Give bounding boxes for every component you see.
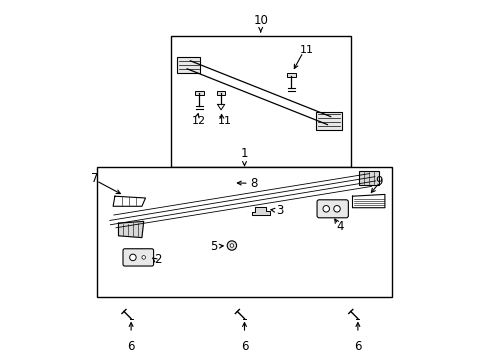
Text: 11: 11 [217,116,231,126]
Text: 4: 4 [336,220,343,233]
Text: 6: 6 [353,340,361,353]
Ellipse shape [217,179,227,186]
FancyBboxPatch shape [316,112,341,130]
Circle shape [227,241,236,250]
Circle shape [129,254,136,261]
Circle shape [230,244,233,247]
Text: 12: 12 [192,116,206,126]
Circle shape [142,256,145,259]
Text: 7: 7 [91,172,99,185]
Circle shape [322,206,329,212]
Text: 10: 10 [253,14,267,27]
FancyBboxPatch shape [123,249,153,266]
Text: 5: 5 [210,240,217,253]
Polygon shape [251,207,269,215]
Text: 1: 1 [240,147,248,160]
FancyBboxPatch shape [177,57,200,73]
Text: 6: 6 [240,340,248,353]
Text: 11: 11 [300,45,314,55]
FancyBboxPatch shape [316,200,347,218]
FancyBboxPatch shape [216,91,225,95]
Text: 9: 9 [375,175,383,188]
Bar [97,167,391,297]
Bar [170,36,350,167]
Text: 6: 6 [127,340,135,353]
Circle shape [333,206,340,212]
Text: 3: 3 [276,204,283,217]
FancyBboxPatch shape [358,171,378,185]
Polygon shape [113,196,145,206]
Text: 2: 2 [154,253,162,266]
FancyBboxPatch shape [195,91,203,95]
Ellipse shape [216,178,233,188]
Polygon shape [118,221,143,238]
Polygon shape [352,194,384,208]
Text: 8: 8 [249,177,257,190]
FancyBboxPatch shape [286,73,295,77]
